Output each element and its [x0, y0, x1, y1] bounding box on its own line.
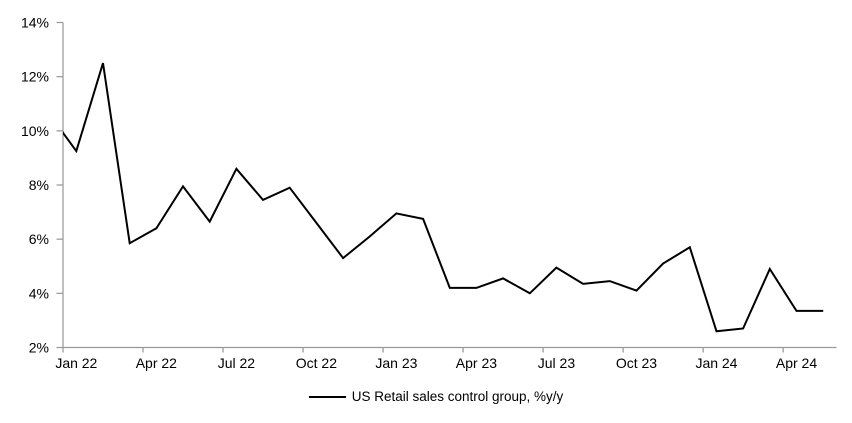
x-axis-tick-label: Oct 23: [616, 355, 657, 371]
x-axis-tick-label: Apr 22: [136, 355, 177, 371]
legend-label: US Retail sales control group, %y/y: [351, 389, 564, 404]
x-axis-tick-label: Apr 23: [456, 355, 497, 371]
y-axis-tick-label: 2%: [29, 340, 49, 356]
legend-line-swatch: [308, 395, 346, 398]
x-axis-tick-label: Jan 22: [55, 355, 97, 371]
y-axis-tick-label: 10%: [21, 123, 49, 139]
x-axis-tick-label: Jul 22: [218, 355, 256, 371]
x-axis-tick-label: Jul 23: [538, 355, 576, 371]
y-axis-tick-label: 14%: [21, 15, 49, 31]
y-axis-tick-label: 6%: [29, 231, 49, 247]
x-axis-tick-label: Jan 24: [695, 355, 737, 371]
data-line-series: [63, 62, 824, 333]
legend: US Retail sales control group, %y/y: [10, 389, 852, 404]
y-axis-tick-label: 12%: [21, 69, 49, 85]
y-axis-tick-label: 8%: [29, 177, 49, 193]
y-axis-tick-label: 4%: [29, 285, 49, 301]
x-axis-tick-label: Jan 23: [375, 355, 417, 371]
x-axis-tick-label: Oct 22: [296, 355, 337, 371]
x-axis-tick-label: Apr 24: [776, 355, 817, 371]
